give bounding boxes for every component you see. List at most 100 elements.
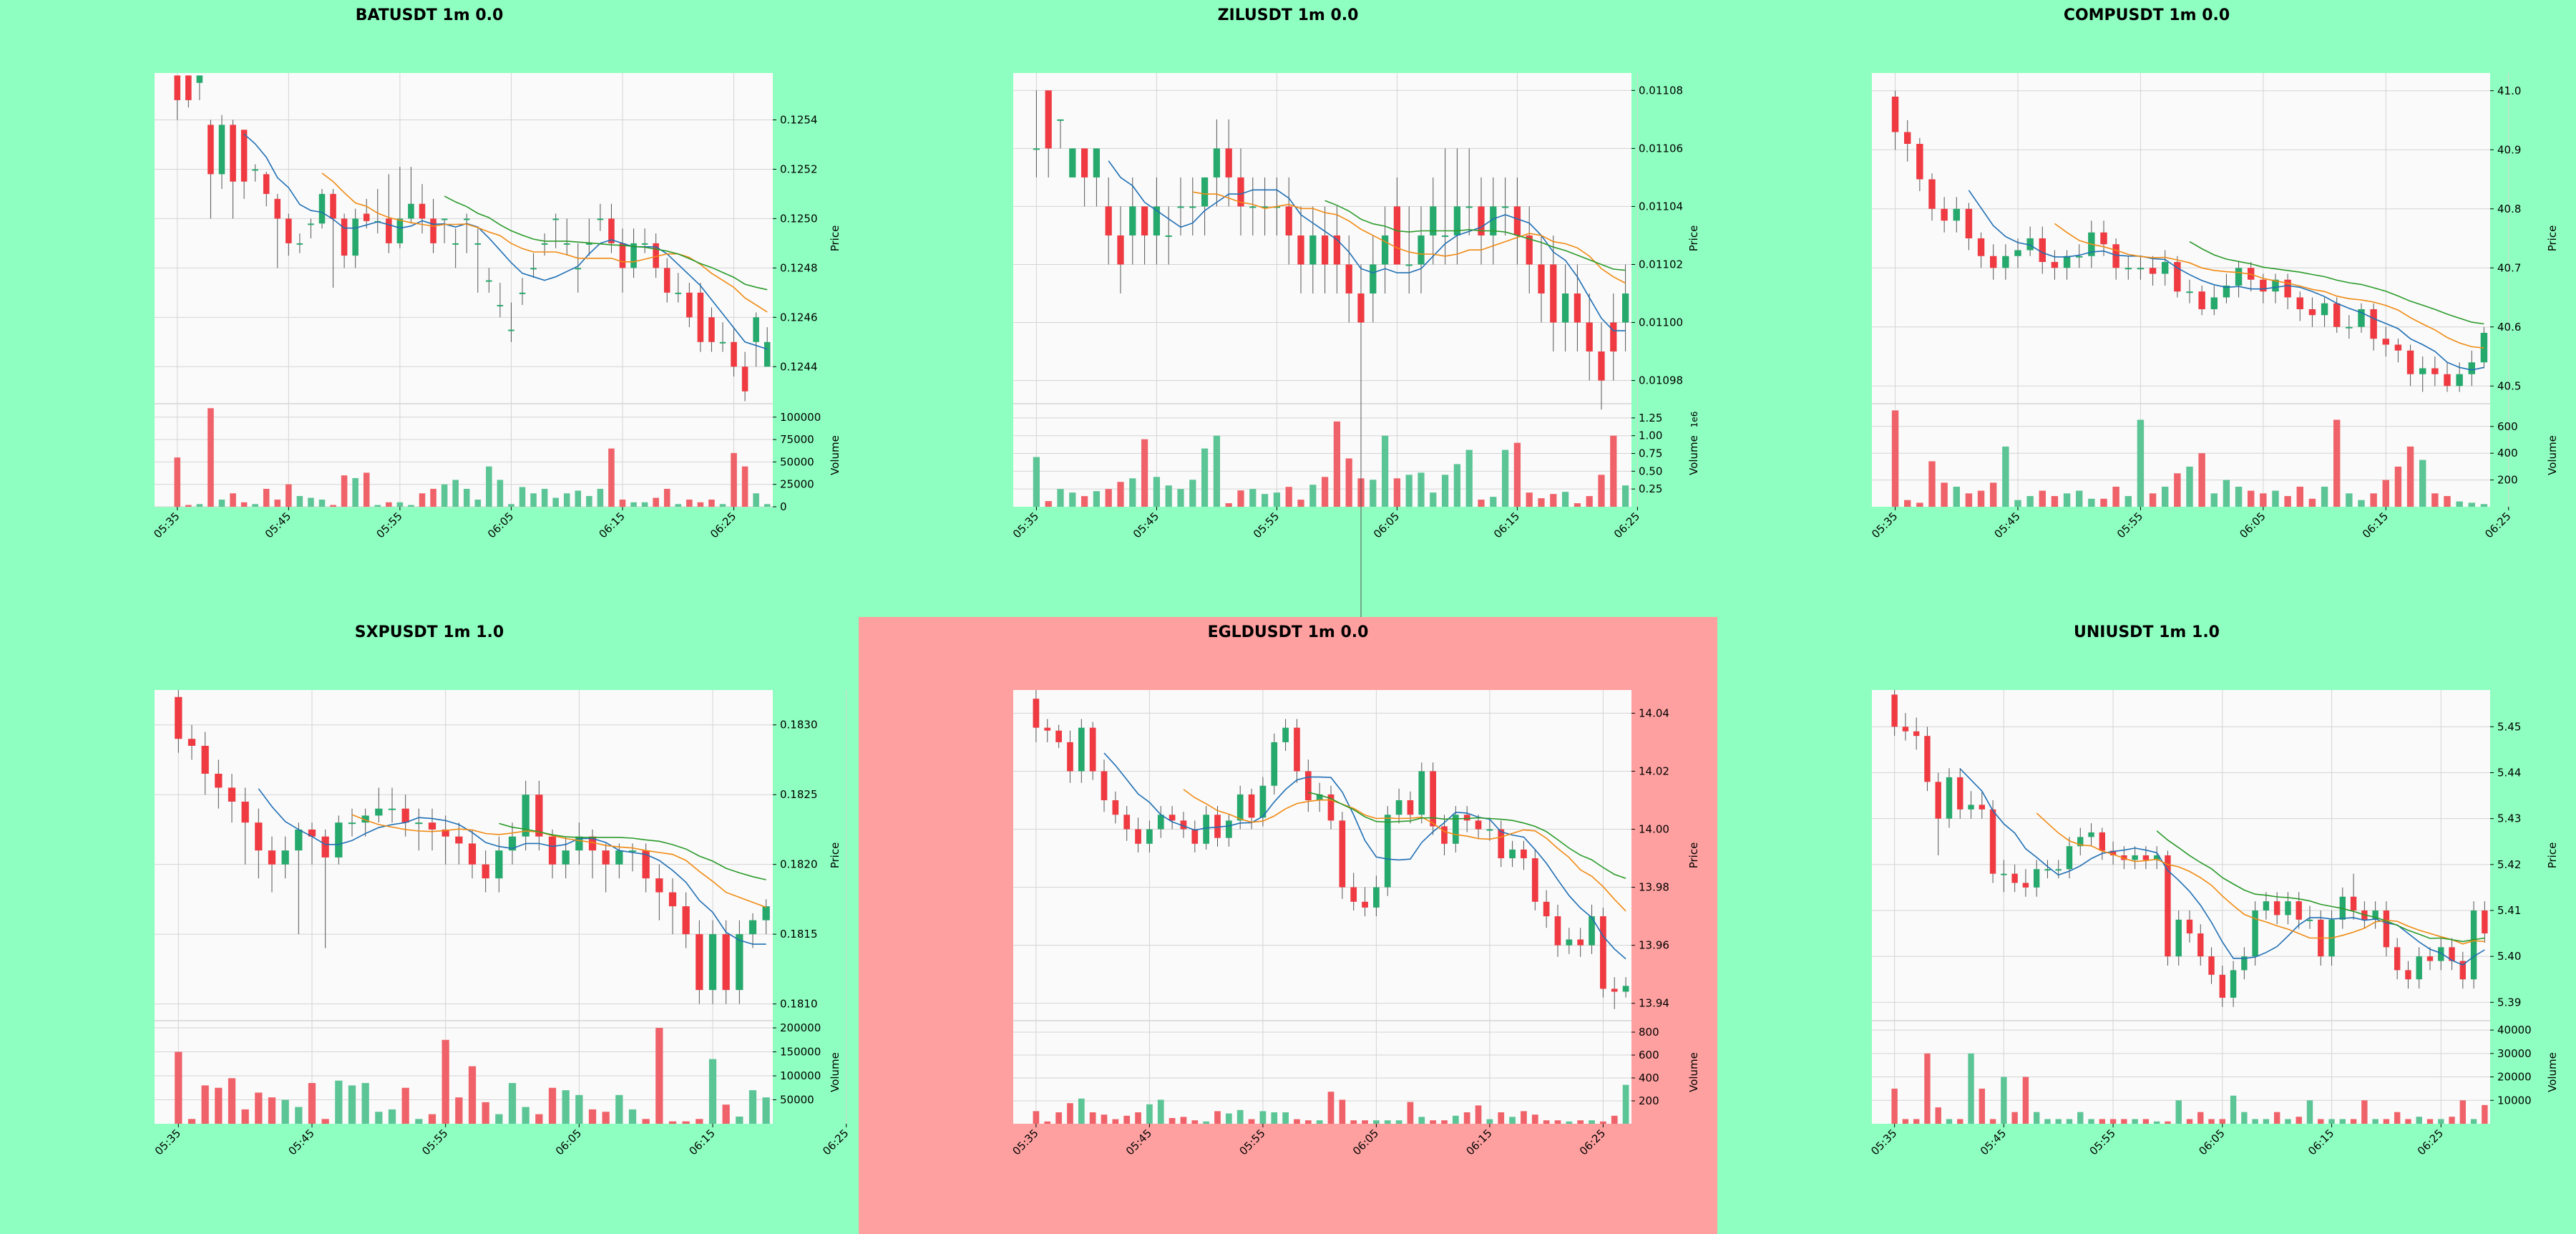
time-tick-label: 06:25 bbox=[2482, 510, 2513, 540]
time-tick-label: 05:45 bbox=[1992, 510, 2023, 540]
volume-bar bbox=[2033, 1112, 2040, 1124]
price-axis-label: Price bbox=[829, 225, 841, 252]
candle-body bbox=[1101, 771, 1108, 800]
volume-bar bbox=[321, 1119, 329, 1124]
volume-bar bbox=[1598, 475, 1605, 507]
chart-panel-3: COMPUSDT 1m 0.0 40.5 40.6 40.7 40.8 40.9 41.0 2… bbox=[1717, 0, 2576, 617]
volume-bar bbox=[1304, 1120, 1312, 1124]
candle-body bbox=[495, 850, 503, 879]
candle-body bbox=[1418, 771, 1425, 815]
volume-bar bbox=[296, 495, 303, 507]
candle-body bbox=[2394, 947, 2401, 971]
candle-body bbox=[308, 829, 316, 837]
price-tick-label: 0.1248 bbox=[780, 261, 818, 274]
volume-bar bbox=[1968, 1053, 1974, 1124]
candle-body bbox=[1069, 148, 1076, 178]
candle-body bbox=[535, 795, 543, 837]
volume-bar bbox=[1538, 498, 1545, 507]
chart-title: BATUSDT 1m 0.0 bbox=[356, 6, 504, 24]
candle-body bbox=[1465, 206, 1473, 208]
candle-body bbox=[1928, 179, 1936, 209]
candle-body bbox=[215, 773, 223, 788]
volume-tick-label: 0.50 bbox=[1639, 465, 1662, 477]
candle-body bbox=[1621, 293, 1629, 323]
volume-bar bbox=[1465, 450, 1473, 507]
candle-body bbox=[1226, 820, 1232, 838]
volume-tick-label: 75000 bbox=[780, 433, 814, 446]
volume-bar bbox=[2124, 496, 2132, 507]
candle-body bbox=[2076, 256, 2083, 258]
candle-body bbox=[208, 125, 214, 175]
volume-bar bbox=[2100, 498, 2107, 507]
price-tick-label: 40.5 bbox=[2497, 379, 2521, 392]
volume-bar bbox=[1261, 494, 1269, 507]
volume-bar bbox=[196, 504, 203, 507]
candle-body bbox=[1177, 206, 1184, 208]
volume-bar bbox=[682, 1121, 690, 1124]
candle-body bbox=[196, 75, 203, 83]
ma-fast-line bbox=[243, 133, 768, 350]
volume-bar bbox=[615, 1094, 623, 1124]
chart-svg: COMPUSDT 1m 0.0 40.5 40.6 40.7 40.8 40.9 41.0 2… bbox=[1869, 6, 2559, 540]
price-axis-label: Price bbox=[829, 842, 841, 869]
ma-mid-line bbox=[351, 814, 766, 908]
volume-bar bbox=[452, 480, 459, 507]
candle-body bbox=[1526, 235, 1533, 265]
volume-bar bbox=[2459, 1100, 2467, 1124]
candle-body bbox=[1225, 148, 1232, 178]
volume-bar bbox=[668, 1121, 677, 1124]
candle-body bbox=[1463, 815, 1470, 821]
volume-bar bbox=[482, 1102, 489, 1124]
candle-body bbox=[2350, 896, 2357, 910]
candle-body bbox=[2142, 855, 2150, 860]
candle-body bbox=[185, 75, 192, 100]
price-tick-label: 0.01104 bbox=[1639, 200, 1683, 213]
ma-mid-line bbox=[2054, 223, 2484, 349]
candle-body bbox=[1129, 206, 1136, 235]
volume-bar bbox=[1977, 490, 1985, 507]
candle-body bbox=[530, 268, 537, 270]
volume-bar bbox=[588, 1109, 597, 1124]
chart-svg: SXPUSDT 1m 1.0 0.1810 0.1815 0.1820 0.1825 0.… bbox=[152, 623, 852, 1157]
candle-body bbox=[2223, 286, 2230, 298]
volume-bar bbox=[441, 484, 448, 507]
candle-body bbox=[1407, 800, 1414, 815]
candle-body bbox=[608, 218, 615, 243]
volume-bar bbox=[2039, 490, 2046, 507]
ma-fast-line bbox=[1108, 160, 1626, 331]
volume-bar bbox=[602, 1112, 610, 1124]
candle-body bbox=[419, 203, 426, 219]
price-tick-label: 14.02 bbox=[1639, 764, 1669, 777]
volume-bar bbox=[396, 502, 404, 507]
chart-panel-4: SXPUSDT 1m 1.0 0.1810 0.1815 0.1820 0.1825 0.… bbox=[0, 617, 859, 1234]
candle-body bbox=[763, 341, 771, 367]
volume-bar bbox=[263, 488, 270, 507]
candle-body bbox=[1498, 829, 1505, 859]
candle-body bbox=[308, 223, 314, 225]
candle-body bbox=[2033, 869, 2040, 888]
volume-bar bbox=[497, 480, 504, 507]
candle-body bbox=[655, 878, 663, 893]
candle-body bbox=[240, 130, 248, 182]
volume-bar bbox=[255, 1092, 263, 1124]
volume-bar bbox=[2318, 1119, 2324, 1124]
volume-bar bbox=[2346, 493, 2353, 507]
candle-body bbox=[2263, 901, 2270, 910]
candle-body bbox=[1271, 742, 1278, 786]
ma-fast-line bbox=[1968, 190, 2484, 371]
candle-body bbox=[1452, 815, 1459, 844]
volume-bar bbox=[2149, 493, 2157, 507]
candle-body bbox=[2011, 873, 2018, 883]
candle-body bbox=[708, 934, 717, 991]
candle-body bbox=[295, 829, 303, 851]
candle-body bbox=[552, 218, 559, 220]
volume-bar bbox=[1904, 500, 1911, 507]
volume-bar bbox=[1621, 485, 1629, 507]
volume-bar bbox=[2044, 1119, 2051, 1124]
price-axis-label: Price bbox=[1687, 842, 1700, 869]
volume-bar bbox=[2285, 1119, 2291, 1124]
volume-bar bbox=[1249, 489, 1257, 507]
candle-body bbox=[1521, 849, 1527, 859]
price-axis-label: Price bbox=[1687, 225, 1700, 252]
